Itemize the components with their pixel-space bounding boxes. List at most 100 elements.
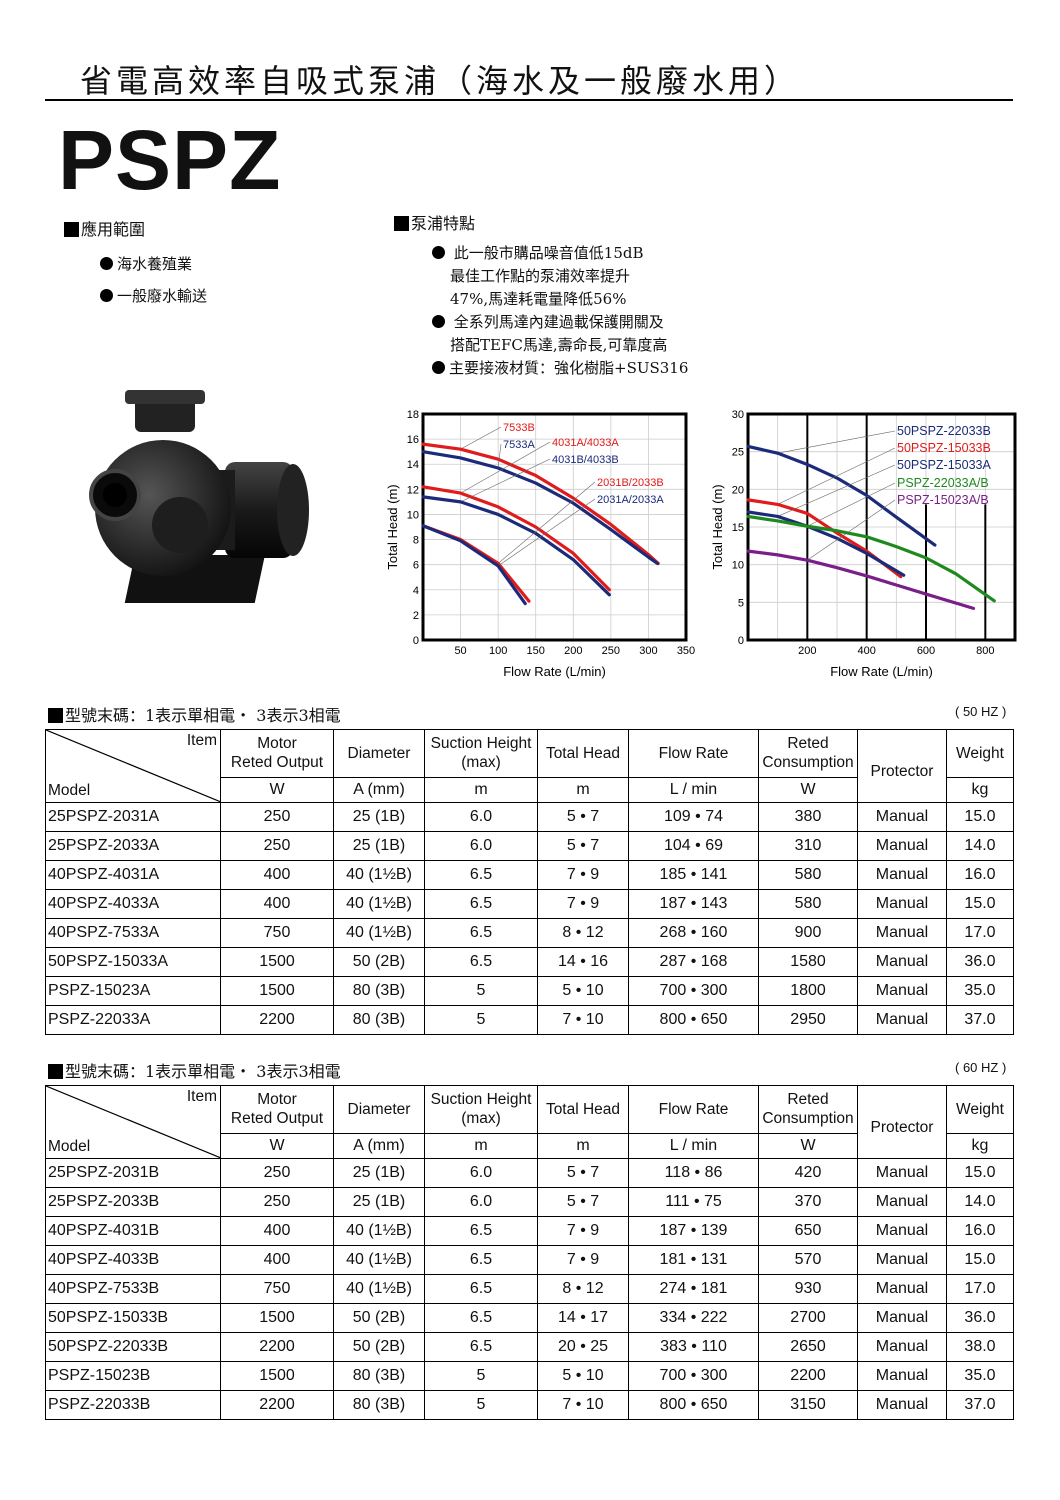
value-cell: 17.0 bbox=[946, 1274, 1014, 1304]
table-row: PSPZ-22033B 2200 80 (3B) 5 7 • 10 800 • 650 31… bbox=[45, 1390, 1014, 1420]
value-cell: 15.0 bbox=[946, 802, 1014, 832]
header-row: Item Model Motor Reted Output Diameter Suctio… bbox=[45, 1085, 1014, 1159]
series-label: 4031A/4033A bbox=[552, 437, 619, 449]
spec-table-60hz: Item Model Motor Reted Output Diameter Suctio… bbox=[45, 1085, 1014, 1420]
application-text: 海水養殖業 bbox=[117, 255, 193, 273]
unit-cell: W bbox=[758, 1132, 858, 1160]
leader-line bbox=[807, 482, 896, 527]
value-cell: 80 (3B) bbox=[333, 1361, 425, 1391]
value-cell: Manual bbox=[857, 1332, 947, 1362]
value-cell: 40 (1½B) bbox=[333, 1245, 425, 1275]
spec-table-50hz: Item Model Motor Reted Output Diameter Suctio… bbox=[45, 729, 1014, 1035]
model-cell: 40PSPZ-4031A bbox=[45, 860, 221, 890]
value-cell: 1800 bbox=[758, 976, 858, 1006]
value-cell: 6.0 bbox=[424, 1187, 538, 1217]
feature-line: 最佳工作點的泵浦效率提升 bbox=[450, 267, 631, 285]
column-header: Suction Height (max) bbox=[424, 729, 538, 778]
caption-text: 型號末碼：1表示單相電‧ 3表示3相電 bbox=[65, 706, 341, 725]
series-line bbox=[421, 485, 611, 592]
value-cell: Manual bbox=[857, 1274, 947, 1304]
value-cell: Manual bbox=[857, 1390, 947, 1420]
x-tick-label: 200 bbox=[564, 645, 582, 657]
value-cell: 40 (1½B) bbox=[333, 860, 425, 890]
value-cell: 5 • 7 bbox=[537, 831, 629, 861]
value-cell: 80 (3B) bbox=[333, 976, 425, 1006]
bullet-icon bbox=[100, 257, 113, 270]
series-line bbox=[421, 495, 611, 597]
model-cell: 50PSPZ-15033A bbox=[45, 947, 221, 977]
series-label: 7533B bbox=[503, 422, 535, 434]
value-cell: 6.5 bbox=[424, 1245, 538, 1275]
value-cell: Manual bbox=[857, 1158, 947, 1188]
column-header: Protector bbox=[857, 729, 947, 803]
model-cell: 40PSPZ-4033A bbox=[45, 889, 221, 919]
value-cell: 2200 bbox=[220, 1390, 334, 1420]
value-cell: 5 • 10 bbox=[537, 1361, 629, 1391]
header-corner-cell: Item Model bbox=[45, 1085, 221, 1159]
value-cell: 7 • 9 bbox=[537, 1245, 629, 1275]
features-heading-text: 泵浦特點 bbox=[411, 214, 476, 233]
series-line bbox=[746, 510, 906, 577]
value-cell: 3150 bbox=[758, 1390, 858, 1420]
value-cell: 6.5 bbox=[424, 947, 538, 977]
value-cell: 5 bbox=[424, 1390, 538, 1420]
value-cell: 370 bbox=[758, 1187, 858, 1217]
applications-heading: 應用範圍 bbox=[64, 216, 145, 240]
value-cell: Manual bbox=[857, 947, 947, 977]
series-line bbox=[421, 442, 660, 566]
table-row: 25PSPZ-2033A 250 25 (1B) 6.0 5 • 7 104 • 69 31… bbox=[45, 831, 1014, 861]
x-tick-label: 250 bbox=[602, 645, 620, 657]
unit-cell: kg bbox=[946, 1132, 1014, 1160]
table-row: 40PSPZ-4031A 400 40 (1½B) 6.5 7 • 9 185 • 141… bbox=[45, 860, 1014, 890]
leader-line bbox=[497, 498, 596, 567]
table-row: 50PSPZ-22033B 2200 50 (2B) 6.5 20 • 25 383 • … bbox=[45, 1332, 1014, 1362]
features-heading: 泵浦特點 bbox=[394, 210, 475, 234]
leader-line bbox=[460, 458, 551, 503]
table-row: 25PSPZ-2031B 250 25 (1B) 6.0 5 • 7 118 • 86 42… bbox=[45, 1158, 1014, 1188]
value-cell: 7 • 9 bbox=[537, 860, 629, 890]
value-cell: 700 • 300 bbox=[628, 1361, 759, 1391]
model-cell: 50PSPZ-15033B bbox=[45, 1303, 221, 1333]
value-cell: 40 (1½B) bbox=[333, 1216, 425, 1246]
value-cell: 50 (2B) bbox=[333, 1332, 425, 1362]
value-cell: Manual bbox=[857, 860, 947, 890]
unit-cell: m bbox=[537, 1132, 629, 1160]
value-cell: 7 • 10 bbox=[537, 1005, 629, 1035]
value-cell: 420 bbox=[758, 1158, 858, 1188]
series-line bbox=[746, 549, 976, 610]
y-tick-label: 6 bbox=[413, 560, 419, 572]
value-cell: 380 bbox=[758, 802, 858, 832]
table-row: 50PSPZ-15033A 1500 50 (2B) 6.5 14 • 16 287 • … bbox=[45, 947, 1014, 977]
square-bullet-icon bbox=[394, 216, 409, 231]
caption-text: 型號末碼：1表示單相電‧ 3表示3相電 bbox=[65, 1062, 341, 1081]
value-cell: Manual bbox=[857, 1216, 947, 1246]
value-cell: 80 (3B) bbox=[333, 1005, 425, 1035]
model-cell: 25PSPZ-2031A bbox=[45, 802, 221, 832]
unit-cell: W bbox=[220, 1132, 334, 1160]
x-tick-label: 400 bbox=[857, 645, 875, 657]
value-cell: 16.0 bbox=[946, 1216, 1014, 1246]
table-row: 25PSPZ-2033B 250 25 (1B) 6.0 5 • 7 111 • 75 37… bbox=[45, 1187, 1014, 1217]
product-series-name: PSPZ bbox=[58, 113, 282, 207]
feature-line: 全系列馬達內建過載保護開關及 bbox=[453, 313, 664, 331]
value-cell: 16.0 bbox=[946, 860, 1014, 890]
model-cell: 25PSPZ-2033B bbox=[45, 1187, 221, 1217]
column-header: Motor Reted Output bbox=[220, 1085, 334, 1134]
value-cell: 570 bbox=[758, 1245, 858, 1275]
value-cell: 250 bbox=[220, 1187, 334, 1217]
unit-cell: m bbox=[424, 1132, 538, 1160]
value-cell: 181 • 131 bbox=[628, 1245, 759, 1275]
value-cell: 2200 bbox=[220, 1332, 334, 1362]
leader-line bbox=[460, 426, 502, 450]
value-cell: 25 (1B) bbox=[333, 1158, 425, 1188]
table-row: 40PSPZ-4033B 400 40 (1½B) 6.5 7 • 9 181 • 131… bbox=[45, 1245, 1014, 1275]
column-header: Weight bbox=[946, 1085, 1014, 1134]
value-cell: 15.0 bbox=[946, 889, 1014, 919]
value-cell: 25 (1B) bbox=[333, 802, 425, 832]
performance-chart-1: 50 100 150 200 250 300 350 0 2 4 6 8 10 12 14 16 18 Flow … bbox=[385, 409, 695, 679]
value-cell: 800 • 650 bbox=[628, 1005, 759, 1035]
y-tick-label: 5 bbox=[738, 597, 744, 609]
feature-line: 此一般市購品噪音值低15dB bbox=[453, 244, 644, 262]
model-cell: 40PSPZ-7533B bbox=[45, 1274, 221, 1304]
